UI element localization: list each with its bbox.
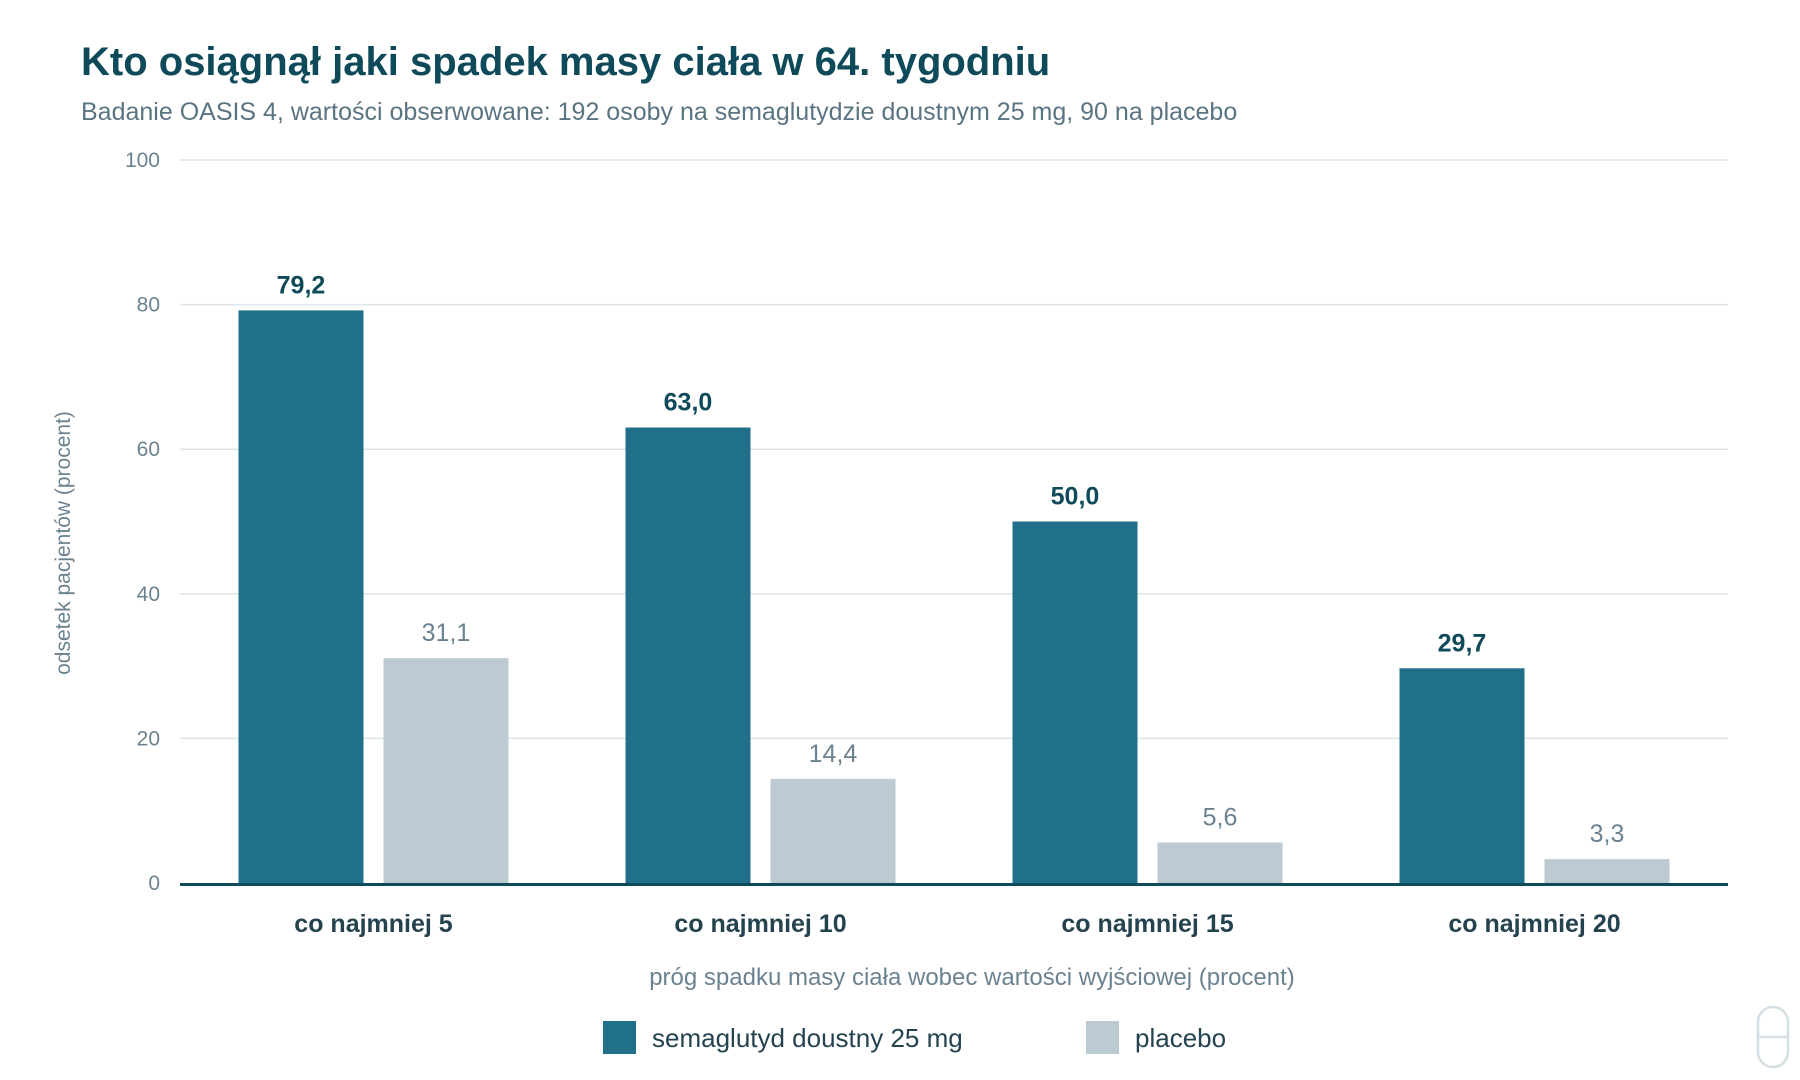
legend-swatch xyxy=(603,1021,636,1054)
grid xyxy=(180,159,1728,740)
x-tick-label: co najmniej 10 xyxy=(674,910,846,938)
x-axis-label: próg spadku masy ciała wobec wartości wy… xyxy=(649,964,1295,991)
x-tick-label: co najmniej 20 xyxy=(1448,910,1620,938)
chart-subtitle: Badanie OASIS 4, wartości obserwowane: 1… xyxy=(81,98,1237,126)
legend: semaglutyd doustny 25 mg placebo xyxy=(603,1021,1226,1054)
y-tick-label: 80 xyxy=(137,294,160,317)
pill-icon xyxy=(1756,1005,1790,1069)
bar-placebo xyxy=(1157,842,1283,883)
y-tick-label: 40 xyxy=(137,583,160,606)
value-label: 3,3 xyxy=(1590,820,1625,848)
y-tick-label: 20 xyxy=(137,727,160,750)
legend-label: placebo xyxy=(1135,1023,1226,1053)
value-label: 63,0 xyxy=(664,389,713,417)
value-label: 14,4 xyxy=(809,740,858,768)
bar-placebo xyxy=(1544,859,1670,883)
chart-title: Kto osiągnął jaki spadek masy ciała w 64… xyxy=(81,40,1050,84)
x-tick-label: co najmniej 15 xyxy=(1061,910,1233,938)
y-axis-ticks: 0 20 40 60 80 100 xyxy=(125,149,160,895)
value-label: 29,7 xyxy=(1438,629,1487,657)
y-axis-label: odsetek pacjentów (procent) xyxy=(52,411,75,675)
bar-placebo xyxy=(770,778,896,883)
x-tick-label: co najmniej 5 xyxy=(294,910,452,938)
x-axis-ticks: co najmniej 5 co najmniej 10 co najmniej 1… xyxy=(294,910,1620,938)
value-label: 50,0 xyxy=(1051,483,1100,511)
value-label: 5,6 xyxy=(1203,804,1238,832)
bar-semaglutide xyxy=(238,310,364,883)
value-labels: 79,2 31,1 63,0 14,4 50,0 5,6 29,7 3,3 xyxy=(277,271,1625,848)
bar-semaglutide xyxy=(1399,668,1525,883)
y-tick-label: 0 xyxy=(148,872,160,895)
bars xyxy=(238,310,1670,883)
value-label: 79,2 xyxy=(277,271,326,299)
legend-label: semaglutyd doustny 25 mg xyxy=(652,1023,963,1053)
y-tick-label: 60 xyxy=(137,438,160,461)
bar-semaglutide xyxy=(625,427,751,883)
legend-swatch xyxy=(1086,1021,1119,1054)
value-label: 31,1 xyxy=(422,619,471,647)
bar-placebo xyxy=(383,658,509,883)
y-tick-label: 100 xyxy=(125,149,160,172)
bar-semaglutide xyxy=(1012,521,1138,883)
